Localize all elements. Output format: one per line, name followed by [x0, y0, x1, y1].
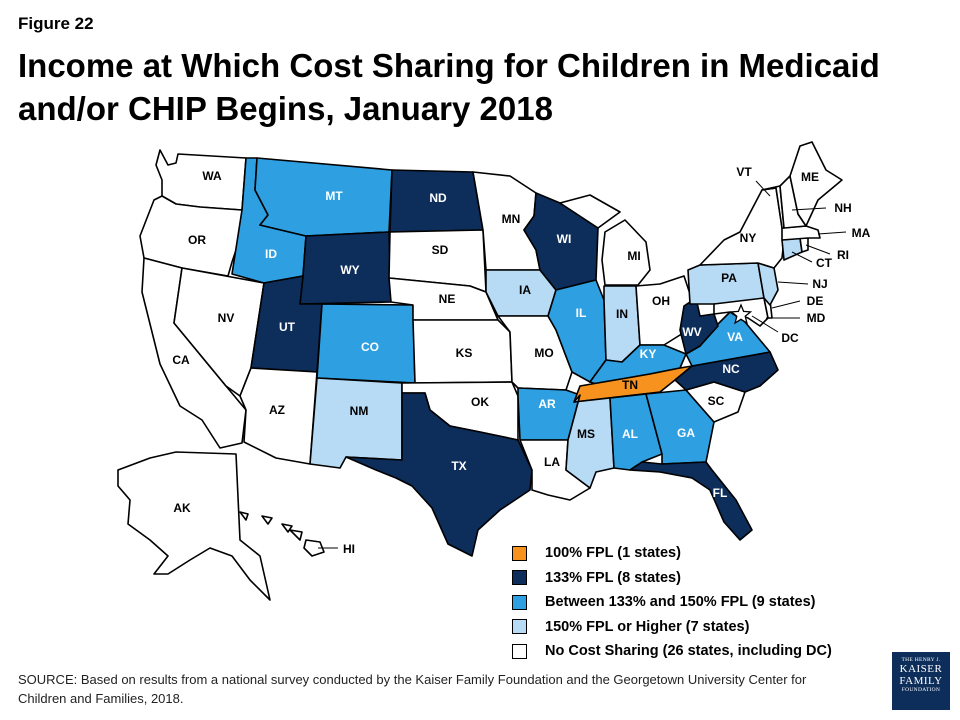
- state-MT: [254, 157, 393, 237]
- state-label-KS: KS: [456, 346, 473, 360]
- state-OR: [139, 195, 245, 277]
- state-label-NM: NM: [350, 404, 369, 418]
- state-label-WV: WV: [682, 325, 701, 339]
- kff-logo: THE HENRY J. KAISER FAMILY FOUNDATION: [892, 652, 950, 710]
- state-label-SD: SD: [432, 243, 449, 257]
- state-label-DC: DC: [781, 331, 799, 345]
- legend-item-higher: 150% FPL or Higher (7 states): [512, 615, 832, 640]
- logo-line-4: FOUNDATION: [901, 687, 941, 693]
- legend-swatch: [512, 545, 527, 561]
- state-CT: [781, 237, 803, 261]
- legend-label: No Cost Sharing (26 states, including DC…: [545, 643, 832, 660]
- state-NC: [674, 351, 779, 393]
- logo-line-2: KAISER: [899, 663, 943, 675]
- state-label-OH: OH: [652, 294, 670, 308]
- state-WY: [299, 231, 392, 305]
- state-label-KY: KY: [640, 347, 657, 361]
- state-label-CA: CA: [172, 353, 190, 367]
- logo-line-1: THE HENRY J.: [901, 657, 941, 663]
- state-VT: [761, 185, 785, 229]
- state-label-AR: AR: [538, 397, 556, 411]
- state-FL: [629, 461, 753, 541]
- state-label-IN: IN: [616, 307, 628, 321]
- state-label-IA: IA: [519, 283, 531, 297]
- state-label-NH: NH: [834, 201, 851, 215]
- legend-label: Between 133% and 150% FPL (9 states): [545, 594, 816, 611]
- state-label-MD: MD: [807, 311, 826, 325]
- legend-item-fpl100: 100% FPL (1 states): [512, 541, 832, 566]
- state-NY: [699, 187, 785, 269]
- legend-item-none: No Cost Sharing (26 states, including DC…: [512, 639, 832, 664]
- state-label-ND: ND: [429, 191, 447, 205]
- state-label-WI: WI: [557, 232, 572, 246]
- state-label-CO: CO: [361, 340, 379, 354]
- state-label-FL: FL: [713, 486, 728, 500]
- source-note: SOURCE: Based on results from a national…: [18, 672, 807, 706]
- legend-label: 100% FPL (1 states): [545, 545, 681, 562]
- state-label-MA: MA: [852, 226, 871, 240]
- legend-item-between: Between 133% and 150% FPL (9 states): [512, 590, 832, 615]
- state-label-HI: HI: [343, 542, 355, 556]
- state-label-TN: TN: [622, 378, 638, 392]
- state-label-MO: MO: [534, 346, 553, 360]
- state-label-VA: VA: [727, 330, 743, 344]
- legend-swatch: [512, 570, 527, 586]
- legend-swatch: [512, 619, 527, 635]
- state-label-ME: ME: [801, 170, 819, 184]
- state-label-OR: OR: [188, 233, 206, 247]
- state-label-GA: GA: [677, 426, 695, 440]
- state-label-IL: IL: [576, 306, 587, 320]
- state-label-NE: NE: [439, 292, 456, 306]
- map-legend: 100% FPL (1 states) 133% FPL (8 states) …: [512, 541, 832, 664]
- state-label-UT: UT: [279, 320, 296, 334]
- logo-line-3: FAMILY: [899, 675, 943, 687]
- state-label-NY: NY: [740, 231, 757, 245]
- state-label-DE: DE: [807, 294, 824, 308]
- state-label-MN: MN: [502, 212, 521, 226]
- state-label-CT: CT: [816, 256, 833, 270]
- state-label-LA: LA: [544, 455, 560, 469]
- state-label-NJ: NJ: [812, 277, 827, 291]
- page-title: Income at Which Cost Sharing for Childre…: [18, 47, 880, 127]
- state-label-WA: WA: [202, 169, 222, 183]
- legend-swatch: [512, 594, 527, 610]
- state-label-NV: NV: [218, 311, 235, 325]
- state-label-TX: TX: [451, 459, 466, 473]
- state-label-VT: VT: [736, 165, 752, 179]
- state-label-AZ: AZ: [269, 403, 285, 417]
- state-label-ID: ID: [265, 247, 277, 261]
- state-label-MS: MS: [577, 427, 595, 441]
- state-NM: [309, 377, 403, 469]
- state-TX: [345, 392, 533, 557]
- state-AK: [117, 451, 271, 601]
- legend-swatch: [512, 643, 527, 659]
- state-label-WY: WY: [340, 263, 359, 277]
- state-HI: [239, 511, 325, 557]
- state-label-RI: RI: [837, 248, 849, 262]
- state-MI: [559, 194, 651, 286]
- dc-star-icon: [729, 303, 753, 325]
- state-label-SC: SC: [708, 394, 725, 408]
- state-ME: [789, 141, 843, 227]
- state-label-MI: MI: [627, 249, 640, 263]
- state-label-AK: AK: [173, 501, 191, 515]
- state-label-PA: PA: [721, 271, 737, 285]
- state-label-NC: NC: [722, 362, 740, 376]
- legend-label: 150% FPL or Higher (7 states): [545, 618, 750, 635]
- state-label-OK: OK: [471, 395, 489, 409]
- legend-item-fpl133: 133% FPL (8 states): [512, 566, 832, 591]
- legend-label: 133% FPL (8 states): [545, 569, 681, 586]
- state-label-AL: AL: [622, 427, 638, 441]
- state-label-MT: MT: [325, 189, 343, 203]
- figure-label: Figure 22: [18, 14, 94, 33]
